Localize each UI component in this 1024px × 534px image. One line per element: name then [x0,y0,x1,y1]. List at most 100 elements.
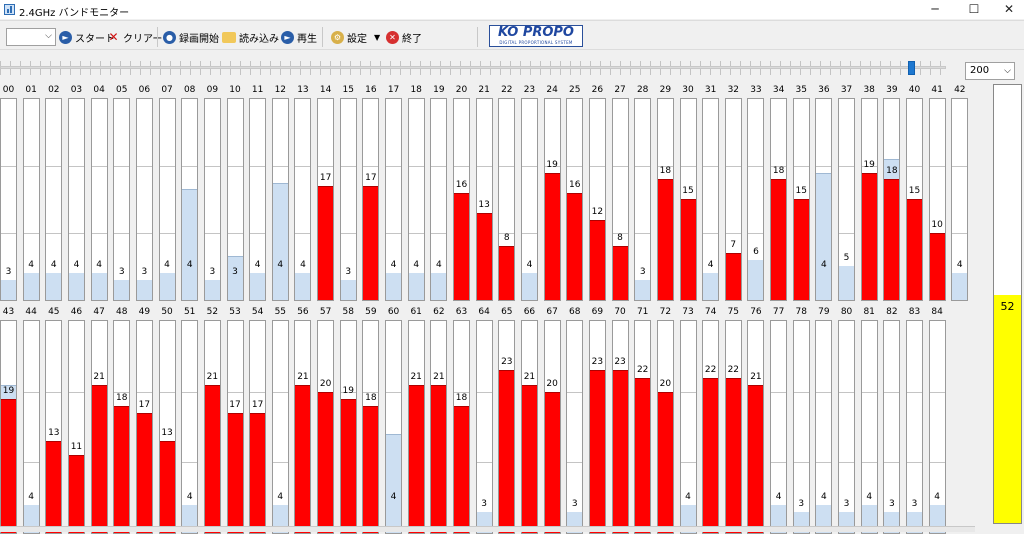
channel-78: 78 3 [792,306,810,534]
channel-57: 57 20 [317,306,335,534]
signal-bar [1,399,16,533]
timeline-slider[interactable] [0,53,960,81]
grid-line [159,391,175,393]
signal-value: 3 [209,267,216,277]
signal-bar [340,399,356,533]
signal-bar [204,280,220,300]
channel-82: 82 3 [883,306,901,534]
channel-number: 35 [795,85,807,95]
channel-number: 39 [886,85,898,95]
channel-bar-frame: 4 [294,98,312,301]
device-select[interactable]: ⌵ [6,28,56,46]
signal-value: 22 [727,365,740,375]
channel-bar-frame: 21 [407,320,425,534]
channel-number: 00 [2,85,15,95]
signal-bar [1,280,16,300]
channel-number: 06 [138,85,151,95]
signal-value: 4 [413,260,420,270]
signal-value: 21 [93,372,105,382]
channel-bar-frame: 4 [181,98,199,301]
play-button[interactable]: ► 再生 [281,28,317,46]
channel-12: 12 4 [271,84,289,301]
record-button[interactable]: ● 録画開始 [163,28,219,46]
signal-value: 21 [410,372,422,382]
start-label: スタート [75,33,115,45]
channel-bar-frame: 4 [702,98,720,301]
level-meter: 52 [993,84,1022,524]
grid-line [929,462,945,464]
close-button[interactable]: ✕ [1003,2,1015,16]
grid-line [136,391,152,393]
channel-bar-frame: 20 [543,320,561,534]
channel-45: 45 13 [45,306,63,534]
load-button[interactable]: 読み込み [222,28,279,46]
signal-value: 3 [5,267,12,277]
channel-bar-frame: 21 [430,320,448,534]
channel-bar-frame: 3 [226,98,244,301]
peak-hold-bar [816,173,832,300]
signal-value: 3 [571,499,578,509]
signal-value: 4 [254,260,261,270]
channel-62: 62 21 [430,306,448,534]
grid-line [861,165,877,167]
channel-number: 28 [636,85,649,95]
channel-27: 27 8 [611,84,629,301]
signal-value: 4 [685,492,691,502]
grid-line [771,391,787,393]
slider-thumb[interactable] [908,61,915,75]
settings-button[interactable]: ⚙ 設定 [331,28,367,46]
clear-label: クリアー [123,33,163,45]
zoom-select[interactable]: 200 ⌵ [965,62,1015,80]
exit-button[interactable]: ✕ 終了 [386,28,422,46]
grid-line [431,165,447,167]
channel-bar-frame: 4 [520,98,538,301]
grid-line [23,391,39,393]
channel-37: 37 5 [838,84,856,301]
channel-48: 48 18 [113,306,131,534]
channel-bar-frame: 4 [22,320,40,534]
channel-84: 84 4 [928,306,946,534]
grid-line [703,165,719,167]
grid-line [386,165,402,167]
signal-value: 3 [798,499,805,509]
channel-bar-frame: 8 [498,98,516,301]
channel-number: 37 [840,85,853,95]
grid-line [182,391,198,393]
channel-number: 31 [704,85,717,95]
grid-line [907,165,922,167]
signal-bar [816,273,832,300]
clear-button[interactable]: ✕ クリアー [107,28,162,46]
minimize-button[interactable]: ─ [931,2,939,16]
channel-bar-frame: 15 [792,98,810,301]
channel-number: 18 [410,85,422,95]
channel-bar-frame: 3 [792,320,810,534]
grid-line [68,391,84,393]
channel-bar-frame: 8 [611,98,629,301]
play-label: 再生 [297,33,317,45]
grid-line [793,391,809,393]
maximize-button[interactable]: ☐ [968,2,980,16]
signal-bar [136,280,152,300]
signal-bar [431,273,447,300]
channel-number: 68 [569,307,581,317]
channel-bar-frame: 21 [294,320,312,534]
signal-value: 3 [639,267,646,277]
signal-bar [839,266,855,300]
channel-bar-frame: 4 [271,320,289,534]
start-button[interactable]: ► スタート [59,28,115,46]
grid-line [816,462,832,464]
signal-value: 4 [96,260,102,270]
logo-sub-text: DIGITAL PROPORTIONAL SYSTEM [499,40,573,45]
zoom-value: 200 [970,65,990,76]
channel-number: 79 [818,307,830,317]
grid-line [227,165,243,167]
signal-value: 3 [118,267,125,277]
signal-bar [250,413,266,533]
channel-number: 01 [25,85,37,95]
channel-52: 52 21 [203,306,221,534]
channel-34: 34 18 [770,84,788,301]
chevron-down-icon: ⌵ [1004,66,1011,76]
level-meter-fill [994,295,1021,523]
channel-number: 74 [704,307,717,317]
settings-dropdown-arrow[interactable]: ▼ [374,32,381,42]
